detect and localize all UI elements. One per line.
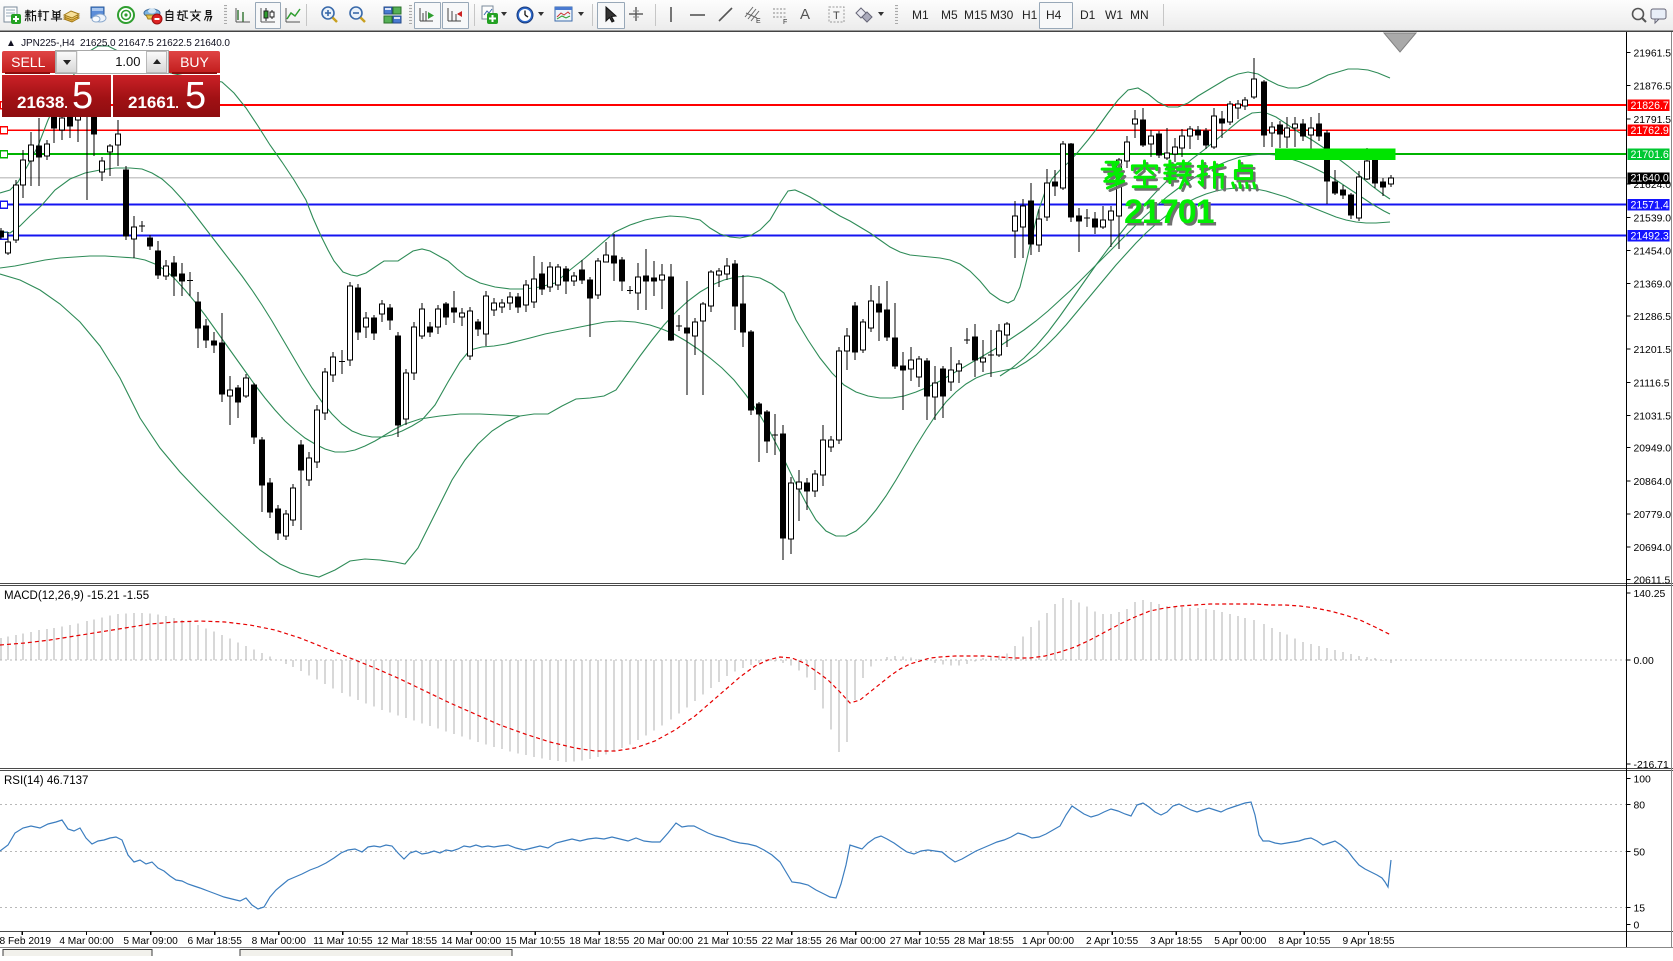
- svg-text:4 Mar 00:00: 4 Mar 00:00: [59, 936, 114, 947]
- svg-text:MACD(12,26,9) -15.21 -1.55: MACD(12,26,9) -15.21 -1.55: [4, 590, 149, 602]
- svg-text:9 Apr 18:55: 9 Apr 18:55: [1342, 936, 1394, 947]
- svg-text:21 Mar 10:55: 21 Mar 10:55: [697, 936, 757, 947]
- svg-text:100: 100: [1634, 775, 1652, 786]
- svg-text:21454.0: 21454.0: [1634, 247, 1672, 258]
- svg-text:26 Mar 00:00: 26 Mar 00:00: [826, 936, 886, 947]
- svg-text:21369.0: 21369.0: [1634, 280, 1672, 291]
- svg-text:21961.5: 21961.5: [1634, 49, 1672, 60]
- svg-text:20864.0: 20864.0: [1634, 477, 1672, 488]
- svg-text:F: F: [783, 19, 787, 25]
- svg-text:0.00: 0.00: [1634, 656, 1654, 667]
- svg-text:21539.0: 21539.0: [1634, 213, 1672, 224]
- svg-text:22 Mar 18:55: 22 Mar 18:55: [762, 936, 822, 947]
- svg-text:21762.9: 21762.9: [1631, 125, 1669, 137]
- svg-text:21492.3: 21492.3: [1631, 230, 1669, 242]
- svg-text:14 Mar 00:00: 14 Mar 00:00: [441, 936, 501, 947]
- svg-text:21640.0: 21640.0: [1631, 173, 1669, 185]
- svg-text:28 Mar 18:55: 28 Mar 18:55: [954, 936, 1014, 947]
- svg-text:21876.5: 21876.5: [1634, 82, 1672, 93]
- svg-text:50: 50: [1634, 848, 1646, 859]
- svg-text:15: 15: [1634, 904, 1646, 915]
- svg-text:20779.0: 20779.0: [1634, 510, 1672, 521]
- svg-text:8 Mar 00:00: 8 Mar 00:00: [252, 936, 307, 947]
- svg-text:RSI(14) 46.7137: RSI(14) 46.7137: [4, 775, 88, 787]
- svg-text:20611.5: 20611.5: [1634, 575, 1671, 586]
- svg-text:15 Mar 10:55: 15 Mar 10:55: [505, 936, 565, 947]
- svg-text:20949.0: 20949.0: [1634, 444, 1672, 455]
- svg-text:18 Mar 18:55: 18 Mar 18:55: [569, 936, 629, 947]
- svg-text:21701.6: 21701.6: [1631, 149, 1669, 161]
- svg-text:5 Apr 00:00: 5 Apr 00:00: [1214, 936, 1266, 947]
- svg-text:21201.5: 21201.5: [1634, 345, 1672, 356]
- svg-text:27 Mar 10:55: 27 Mar 10:55: [890, 936, 950, 947]
- svg-text:21624.0: 21624.0: [1634, 180, 1672, 191]
- svg-text:0: 0: [1634, 921, 1640, 932]
- svg-text:T: T: [833, 10, 840, 22]
- svg-text:28 Feb 2019: 28 Feb 2019: [0, 936, 51, 947]
- svg-text:12 Mar 18:55: 12 Mar 18:55: [377, 936, 437, 947]
- svg-text:3 Apr 18:55: 3 Apr 18:55: [1150, 936, 1202, 947]
- svg-text:5 Mar 09:00: 5 Mar 09:00: [123, 936, 178, 947]
- svg-text:140.25: 140.25: [1634, 589, 1666, 600]
- svg-text:8 Apr 10:55: 8 Apr 10:55: [1278, 936, 1330, 947]
- svg-text:-216.71: -216.71: [1634, 760, 1669, 771]
- svg-text:1 Apr 00:00: 1 Apr 00:00: [1022, 936, 1074, 947]
- svg-text:21826.7: 21826.7: [1631, 100, 1669, 112]
- svg-text:20 Mar 00:00: 20 Mar 00:00: [633, 936, 693, 947]
- svg-text:E: E: [756, 18, 761, 25]
- svg-text:21116.5: 21116.5: [1634, 378, 1670, 389]
- svg-text:21031.5: 21031.5: [1634, 411, 1672, 422]
- svg-text:11 Mar 10:55: 11 Mar 10:55: [313, 936, 373, 947]
- svg-text:21286.5: 21286.5: [1634, 312, 1672, 323]
- svg-text:2 Apr 10:55: 2 Apr 10:55: [1086, 936, 1138, 947]
- svg-text:20694.0: 20694.0: [1634, 543, 1672, 554]
- svg-text:80: 80: [1634, 801, 1646, 812]
- svg-text:21791.5: 21791.5: [1634, 115, 1672, 126]
- svg-text:21571.4: 21571.4: [1631, 199, 1669, 211]
- svg-text:6 Mar 18:55: 6 Mar 18:55: [188, 936, 243, 947]
